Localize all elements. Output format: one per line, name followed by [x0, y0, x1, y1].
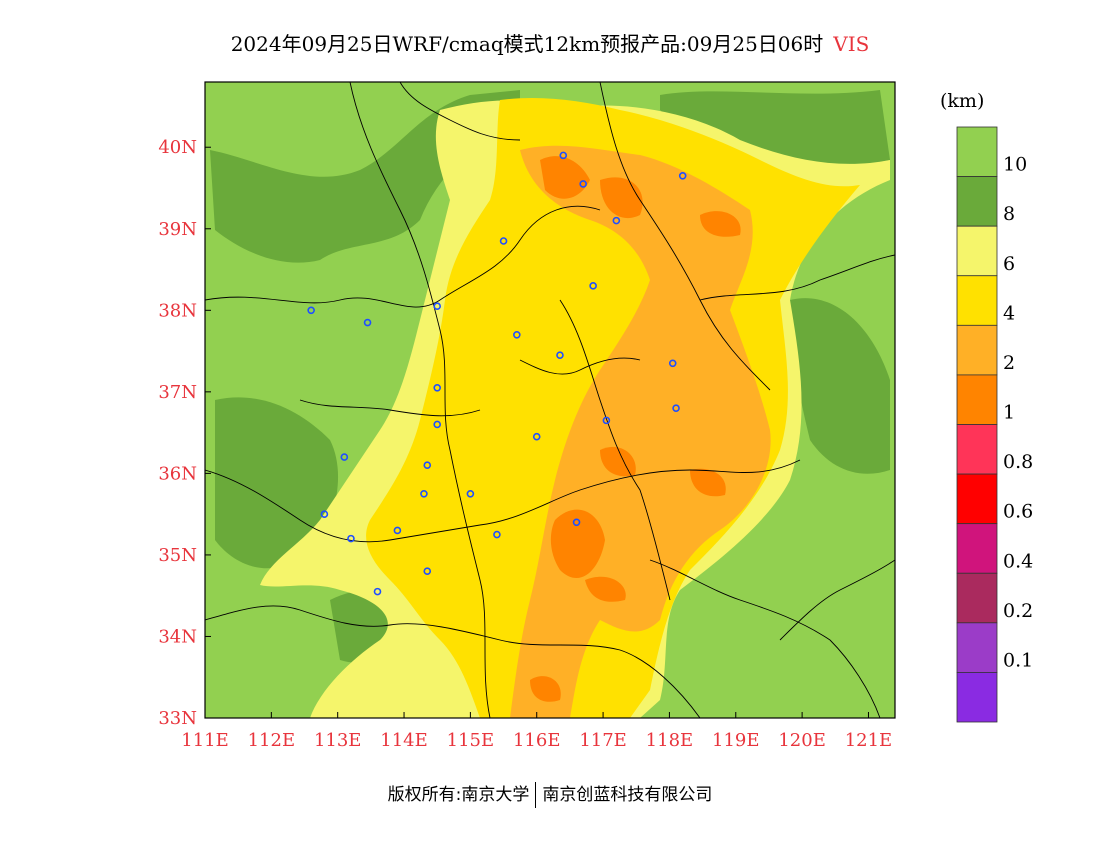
city-marker	[668, 359, 677, 368]
city-markers	[307, 151, 687, 596]
vis-8-10-band	[210, 90, 890, 663]
city-marker	[347, 534, 355, 543]
map-frame	[204, 81, 896, 719]
city-marker	[493, 530, 501, 539]
lon-tick-label: 121E	[845, 730, 893, 751]
colorbar-label: 8	[1003, 203, 1015, 225]
lat-tick-label: 38N	[158, 300, 197, 321]
colorbar-swatch	[956, 672, 998, 723]
lon-tick-label: 116E	[513, 730, 561, 751]
colorbar-swatch	[956, 374, 998, 425]
colorbar-swatch	[956, 324, 998, 376]
city-marker	[513, 330, 521, 339]
chart-title: 2024年09月25日WRF/cmaq模式12km预报产品:09月25日06时 V…	[0, 28, 1100, 57]
colorbar-label: 0.1	[1003, 649, 1033, 671]
city-marker	[373, 587, 382, 596]
lon-tick-label: 113E	[314, 730, 362, 751]
copyright-footer: 版权所有:南京大学 南京创蓝科技有限公司	[0, 780, 1100, 808]
colorbar-label: 0.4	[1003, 550, 1033, 572]
lon-tick-label: 120E	[778, 730, 826, 751]
city-marker	[678, 171, 687, 180]
colorbar-swatch	[956, 473, 998, 525]
colorbar: 10 8 6 4 2 1 0.8 0.6 0.4 0.2 0.1	[956, 126, 1033, 723]
boundary-lines	[205, 82, 895, 718]
colorbar-swatch	[956, 622, 998, 673]
city-marker	[433, 420, 442, 429]
colorbar-swatch	[956, 424, 998, 475]
lon-tick-label: 112E	[248, 730, 296, 751]
city-marker	[466, 489, 475, 498]
colorbar-swatch	[956, 176, 998, 227]
footer-left: 版权所有:南京大学	[387, 785, 530, 805]
lat-tick-label: 36N	[158, 463, 197, 484]
colorbar-label: 0.6	[1003, 501, 1033, 523]
city-marker	[363, 318, 372, 327]
city-marker	[393, 526, 402, 535]
city-marker	[612, 216, 621, 225]
colorbar-label: 1	[1003, 402, 1015, 424]
colorbar-label: 6	[1003, 253, 1015, 275]
city-marker	[340, 453, 349, 461]
vis-1-2-band	[530, 156, 741, 702]
city-marker	[499, 237, 508, 245]
city-marker	[433, 302, 442, 311]
lon-tick-label: 115E	[447, 730, 495, 751]
city-marker	[420, 489, 428, 498]
colorbar-label: 10	[1003, 154, 1027, 176]
city-marker	[532, 432, 541, 441]
city-marker	[572, 518, 581, 527]
footer-separator	[535, 782, 537, 808]
lon-tick-label: 111E	[181, 730, 229, 751]
colorbar-swatch	[956, 126, 998, 177]
colorbar-label: 4	[1003, 302, 1015, 324]
legend-unit: (km)	[940, 90, 985, 112]
lat-tick-label: 37N	[158, 382, 197, 403]
footer-right: 南京创蓝科技有限公司	[542, 785, 713, 805]
colorbar-label: 0.2	[1003, 600, 1033, 622]
city-marker	[423, 567, 432, 576]
colorbar-swatch	[956, 225, 998, 277]
lon-tick-label: 119E	[712, 730, 760, 751]
lon-tick-label: 118E	[646, 730, 694, 751]
city-marker	[559, 151, 568, 160]
colorbar-label: 0.8	[1003, 451, 1033, 473]
colorbar-swatch	[956, 572, 998, 624]
title-text: 2024年09月25日WRF/cmaq模式12km预报产品:09月25日06时	[230, 32, 824, 56]
lon-tick-label: 117E	[579, 730, 627, 751]
city-marker	[556, 351, 564, 359]
map-plot-area	[205, 82, 895, 718]
city-marker	[307, 306, 315, 315]
colorbar-swatch	[956, 523, 998, 574]
city-marker	[579, 180, 587, 188]
title-variable: VIS	[833, 32, 870, 56]
lat-tick-label: 33N	[158, 708, 197, 729]
city-marker	[672, 404, 680, 412]
city-marker	[423, 461, 432, 470]
city-marker	[589, 282, 597, 290]
axis-ticks: 111E 112E 113E 114E 115E 116E 117E 118E 119E 120E…	[158, 137, 892, 751]
colorbar-label: 2	[1003, 352, 1015, 374]
lat-tick-label: 40N	[158, 137, 197, 158]
lon-tick-label: 114E	[380, 730, 428, 751]
lat-tick-label: 39N	[158, 219, 197, 240]
colorbar-swatch	[956, 275, 998, 326]
city-marker	[320, 510, 329, 518]
lat-tick-label: 35N	[158, 545, 197, 566]
city-marker	[433, 383, 442, 392]
lat-tick-label: 34N	[158, 626, 197, 647]
city-marker	[602, 416, 611, 425]
